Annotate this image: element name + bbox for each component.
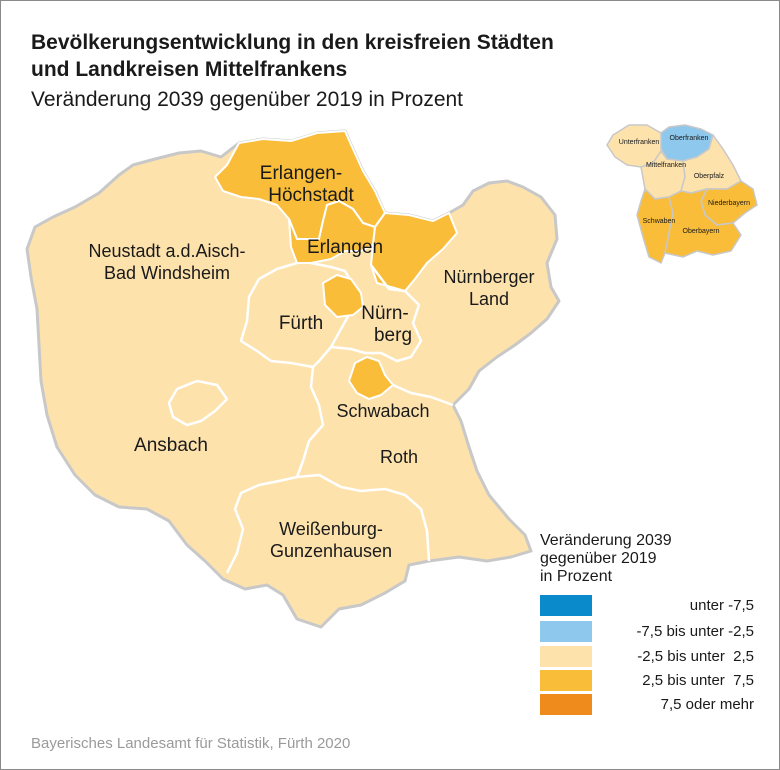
- legend-swatch: [540, 694, 592, 715]
- label-nuernberg-1: Nürn-: [361, 303, 409, 324]
- label-nuernberger-land-2: Land: [469, 289, 509, 309]
- legend-title-line-2: gegenüber 2019: [540, 550, 657, 567]
- legend-item: unter -7,5: [540, 595, 754, 616]
- border-roth-east: [392, 383, 454, 407]
- border-neustadt-fuerth: [239, 261, 314, 369]
- border-ansbach-roth: [225, 366, 325, 574]
- legend-swatch: [540, 670, 592, 691]
- inset-label-unterfranken: Unterfranken: [619, 139, 660, 146]
- label-neustadt-1: Neustadt a.d.Aisch-: [88, 241, 245, 261]
- region-fuerth-city: [322, 274, 364, 318]
- inset-region-schwaben: [636, 188, 674, 264]
- title-line-2: und Landkreisen Mittelfrankens: [31, 58, 348, 81]
- legend-item: 2,5 bis unter 7,5: [540, 670, 754, 691]
- label-erlangen-hoechstadt-2: Höchstadt: [268, 185, 354, 206]
- legend-title: Veränderung 2039 gegenüber 2019 in Proze…: [540, 532, 672, 586]
- inset-region-oberbayern: [664, 188, 742, 258]
- source-note: Bayerisches Landesamt für Statistik, Für…: [31, 735, 351, 752]
- legend-title-line-1: Veränderung 2039: [540, 532, 672, 549]
- map-title: Bevölkerungsentwicklung in den kreisfrei…: [31, 29, 554, 83]
- legend-swatch: [540, 595, 592, 616]
- title-line-1: Bevölkerungsentwicklung in den kreisfrei…: [31, 31, 554, 54]
- inset-label-oberfranken: Oberfranken: [670, 135, 709, 142]
- label-neustadt-2: Bad Windsheim: [104, 263, 230, 283]
- label-nuernberger-land-1: Nürnberger: [443, 267, 534, 287]
- border-nuernberg-land: [330, 264, 423, 363]
- label-ansbach: Ansbach: [134, 435, 208, 456]
- inset-label-oberbayern: Oberbayern: [683, 228, 720, 235]
- label-erlangen: Erlangen: [307, 237, 383, 258]
- label-erlangen-hoechstadt-1: Erlangen-: [260, 163, 342, 184]
- bavaria-inset-map: Unterfranken Oberfranken Mittelfranken O…: [606, 124, 758, 264]
- legend-title-line-3: in Prozent: [540, 568, 613, 585]
- legend-item: -7,5 bis unter -2,5: [540, 621, 754, 642]
- inset-label-niederbayern: Niederbayern: [708, 200, 750, 207]
- label-schwabach: Schwabach: [336, 401, 429, 421]
- legend-swatch: [540, 646, 592, 667]
- inset-label-mittelfranken: Mittelfranken: [646, 162, 686, 169]
- map-subtitle: Veränderung 2039 gegenüber 2019 in Proze…: [31, 88, 464, 111]
- label-weissenburg-1: Weißenburg-: [279, 519, 383, 539]
- region-erlangen-hoechstadt-east: [370, 212, 458, 292]
- legend-label: -2,5 bis unter 2,5: [637, 648, 754, 665]
- label-nuernberg-2: berg: [374, 325, 412, 346]
- legend-label: 2,5 bis unter 7,5: [642, 672, 754, 689]
- border-roth-weissenburg: [296, 473, 431, 562]
- label-fuerth: Fürth: [279, 313, 323, 334]
- region-schwabach-city: [348, 356, 394, 400]
- label-weissenburg-2: Gunzenhausen: [270, 541, 392, 561]
- legend-label: 7,5 oder mehr: [660, 696, 754, 713]
- legend-label: unter -7,5: [689, 597, 754, 614]
- inset-label-schwaben: Schwaben: [643, 218, 676, 225]
- region-ansbach-city: [167, 379, 229, 427]
- legend-item: -2,5 bis unter 2,5: [540, 646, 754, 667]
- legend-label: -7,5 bis unter -2,5: [636, 623, 754, 640]
- label-roth: Roth: [380, 447, 418, 467]
- legend-item: 7,5 oder mehr: [540, 694, 754, 715]
- inset-label-oberpfalz: Oberpfalz: [694, 173, 725, 180]
- legend-swatch: [540, 621, 592, 642]
